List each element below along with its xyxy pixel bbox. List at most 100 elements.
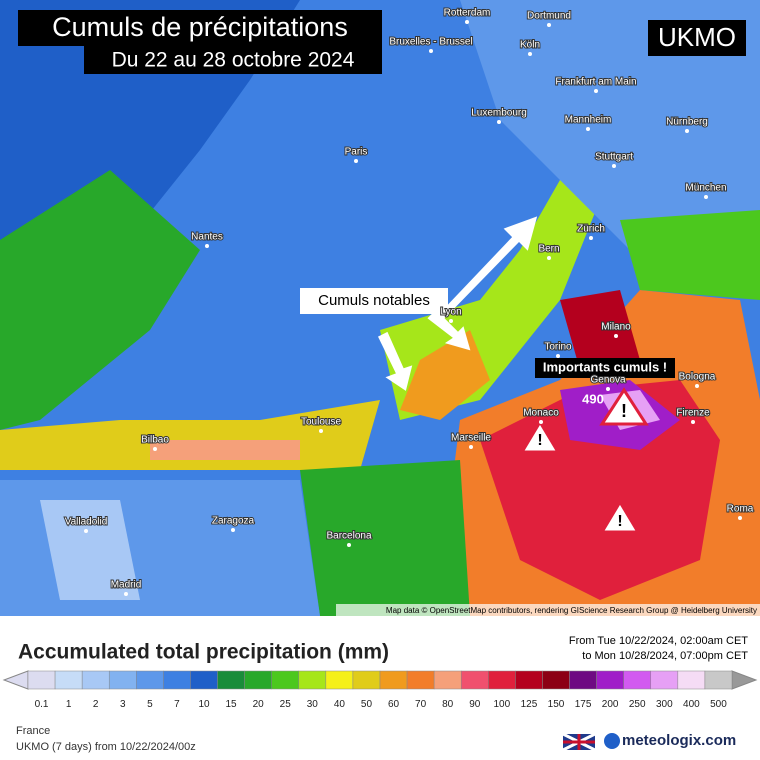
city-dot <box>685 129 689 133</box>
city-label: Stuttgart <box>595 152 633 163</box>
legend-swatch <box>271 670 300 690</box>
city-label: Zaragoza <box>212 516 255 527</box>
legend-swatch <box>596 670 624 690</box>
title: Cumuls de précipitations <box>52 12 348 42</box>
city-label: Zürich <box>577 224 605 235</box>
legend-tick-label: 70 <box>415 699 427 710</box>
run-info: UKMO (7 days) from 10/22/2024/00z <box>16 741 196 753</box>
legend-swatch <box>650 670 679 690</box>
legend-tick-label: 0.1 <box>35 699 49 710</box>
city-dot <box>547 23 551 27</box>
legend-swatch <box>352 670 381 690</box>
legend-tick-label: 500 <box>710 699 727 710</box>
city-dot <box>231 528 235 532</box>
legend-swatch <box>108 670 137 690</box>
legend-tick-label: 250 <box>629 699 646 710</box>
legend-tick-label: 3 <box>120 699 126 710</box>
city-dot <box>691 420 695 424</box>
svg-text:!: ! <box>621 401 627 421</box>
city-label: Nürnberg <box>666 117 708 128</box>
city-dot <box>449 319 453 323</box>
legend-swatch <box>704 670 733 690</box>
city-dot <box>347 543 351 547</box>
legend-tick-label: 40 <box>334 699 346 710</box>
legend-swatch <box>81 670 110 690</box>
city-dot <box>695 384 699 388</box>
legend-tick-label: 300 <box>656 699 673 710</box>
city-label: Dortmund <box>527 11 571 22</box>
legend-tick-label: 80 <box>442 699 454 710</box>
legend-tick-label: 90 <box>469 699 481 710</box>
city-label: Paris <box>345 147 368 158</box>
legend-swatch <box>190 670 218 690</box>
city-dot <box>586 127 590 131</box>
annotation: Cumuls notables <box>318 292 430 309</box>
city-label: Madrid <box>111 580 142 591</box>
city-dot <box>469 445 473 449</box>
city-label: Barcelona <box>326 531 371 542</box>
legend-swatch <box>677 670 706 690</box>
legend-swatch <box>569 670 597 690</box>
legend-tick-label: 30 <box>307 699 319 710</box>
legend-tick-label: 100 <box>494 699 511 710</box>
city-label: Genova <box>590 375 625 386</box>
legend-tick-label: 20 <box>253 699 265 710</box>
legend-tick-label: 50 <box>361 699 373 710</box>
city-dot <box>589 236 593 240</box>
city-dot <box>539 420 543 424</box>
svg-text:!: ! <box>617 513 622 530</box>
city-dot <box>84 529 88 533</box>
peak-value: 490 <box>582 391 604 406</box>
legend-tick-label: 10 <box>198 699 210 710</box>
city-label: Bern <box>538 244 559 255</box>
city-dot <box>738 516 742 520</box>
legend-swatch <box>27 670 56 690</box>
annotation: Importants cumuls ! <box>543 359 667 374</box>
city-label: Nantes <box>191 232 223 243</box>
city-dot <box>319 429 323 433</box>
city-label: Monaco <box>523 408 559 419</box>
city-dot <box>547 256 551 260</box>
legend-tick-label: 125 <box>521 699 538 710</box>
city-label: Bilbao <box>141 435 169 446</box>
city-label: Rotterdam <box>444 8 491 19</box>
legend-swatch <box>623 670 652 690</box>
warning-icons: ! ! ! <box>519 387 649 534</box>
region: France <box>16 725 50 737</box>
city-dot <box>594 89 598 93</box>
city-dot <box>153 447 157 451</box>
city-label: München <box>685 183 726 194</box>
legend-tick-label: 2 <box>93 699 99 710</box>
brand[interactable]: meteologix.com <box>622 732 736 749</box>
city-dot <box>124 592 128 596</box>
city-label: Roma <box>727 504 754 515</box>
legend-tick-label: 25 <box>280 699 292 710</box>
subtitle: Du 22 au 28 octobre 2024 <box>112 49 355 72</box>
legend-tick-label: 1 <box>66 699 72 710</box>
city-dot <box>556 354 560 358</box>
legend-swatch <box>54 670 83 690</box>
city-label: Luxembourg <box>471 108 527 119</box>
legend-title: Accumulated total precipitation (mm) <box>18 641 389 664</box>
legend-tick-label: 5 <box>147 699 153 710</box>
city-label: Lyon <box>440 307 461 318</box>
city-label: Frankfurt am Main <box>555 77 636 88</box>
legend-tick-label: 60 <box>388 699 400 710</box>
city-dot <box>614 334 618 338</box>
legend-swatch <box>379 670 408 690</box>
legend-swatch <box>136 670 164 690</box>
city-label: Valladolid <box>65 517 108 528</box>
city-label: Bologna <box>679 372 716 383</box>
legend-tick-label: 7 <box>174 699 180 710</box>
city-label: Torino <box>544 342 572 353</box>
legend-swatch <box>406 670 435 690</box>
city-label: Mannheim <box>565 115 612 126</box>
legend-swatch <box>433 670 462 690</box>
legend-swatch <box>163 670 191 690</box>
city-dot <box>497 120 501 124</box>
legend-swatch <box>217 670 245 690</box>
city-label: Toulouse <box>301 417 341 428</box>
city-label: Milano <box>601 322 631 333</box>
